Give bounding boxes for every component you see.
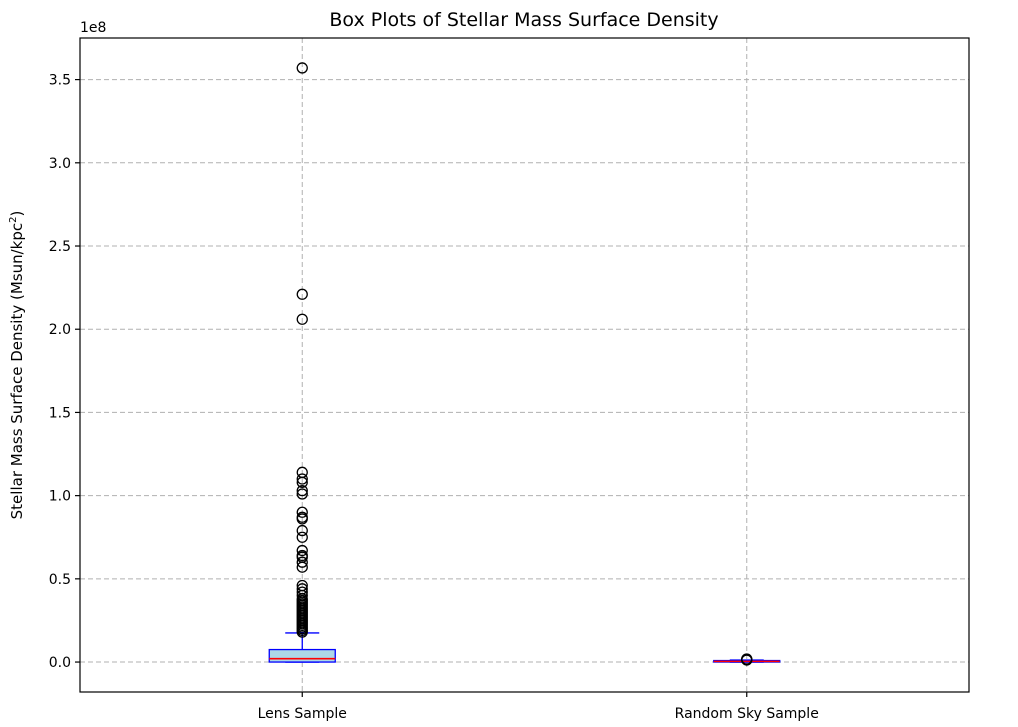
outlier-point — [296, 556, 308, 568]
outlier-point — [296, 506, 308, 518]
y-axis-label-end: ) — [8, 211, 26, 217]
y-tick-label: 1.0 — [49, 489, 71, 505]
outlier-point — [296, 488, 308, 500]
box-random-sky-sample — [713, 653, 781, 666]
outlier-point — [296, 62, 308, 74]
plot-area-frame — [79, 37, 970, 693]
x-tick-label: Lens Sample — [258, 706, 347, 722]
y-tick-label: 0.0 — [49, 655, 71, 671]
x-tick-label: Random Sky Sample — [675, 706, 819, 722]
y-tick-label: 2.5 — [49, 239, 71, 255]
y-axis-offset-label: 1e8 — [80, 20, 106, 36]
box-iqr — [268, 648, 336, 663]
axis-ticks: 0.0 0.5 1.0 1.5 2.0 2.5 3.0 3.5 Lens Sample Rando… — [49, 73, 819, 722]
chart-title: Box Plots of Stellar Mass Surface Densit… — [329, 9, 718, 31]
outlier-point — [296, 544, 308, 557]
outlier-point — [296, 524, 308, 537]
outlier-point — [296, 473, 308, 485]
y-tick-label: 1.5 — [49, 405, 71, 421]
outlier-point — [296, 531, 308, 543]
boxes — [268, 62, 781, 666]
y-axis-label-sup: 2 — [8, 217, 19, 223]
y-axis-label: Stellar Mass Surface Density (Msun/kpc2) — [8, 211, 26, 520]
outlier-point — [296, 313, 308, 325]
y-tick-label: 3.5 — [49, 73, 71, 89]
outlier-point — [296, 626, 308, 638]
y-tick-label: 0.5 — [49, 572, 71, 588]
y-axis-label-base: Stellar Mass Surface Density (Msun/kpc — [8, 223, 26, 519]
outlier-point — [296, 484, 308, 497]
outlier-point — [296, 513, 308, 525]
outlier-point — [296, 476, 308, 488]
outlier-point — [296, 561, 308, 573]
grid-lines — [80, 38, 969, 692]
box-lens-sample — [268, 62, 336, 663]
y-tick-label: 3.0 — [49, 156, 71, 172]
outlier-point — [296, 288, 308, 300]
y-tick-label: 2.0 — [49, 322, 71, 338]
outlier-point — [741, 653, 753, 665]
